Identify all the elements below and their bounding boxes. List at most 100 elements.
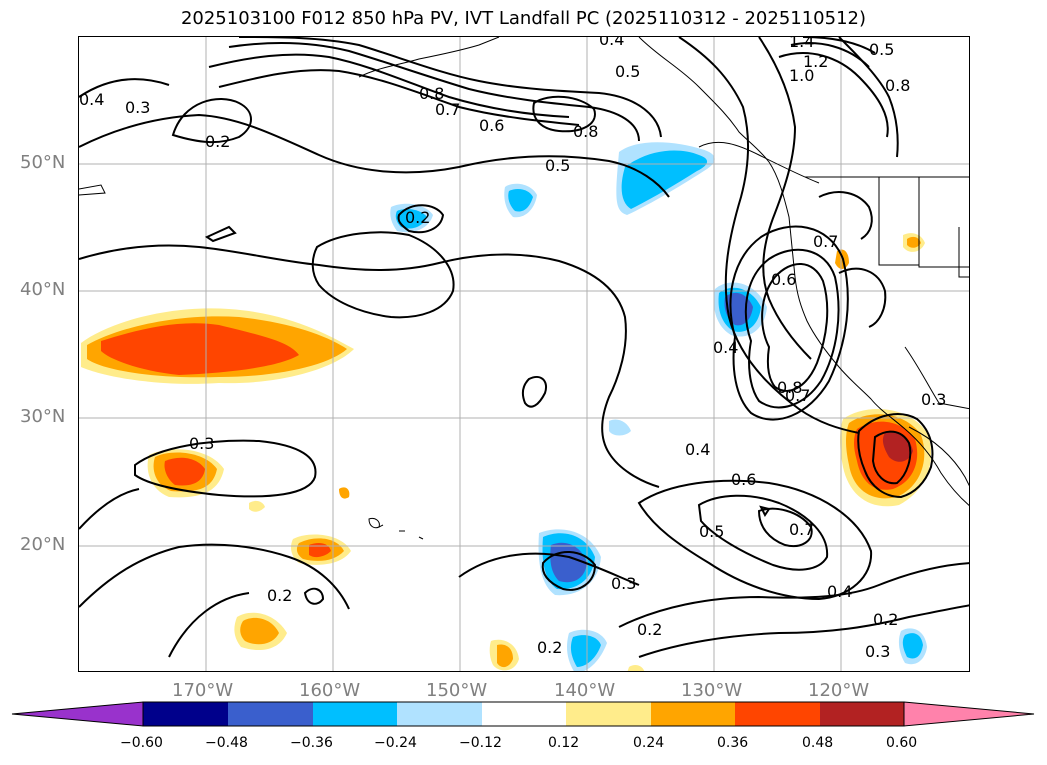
contour-label-k: 0.5 (615, 62, 640, 81)
coast-aleutians (358, 37, 500, 78)
shade-north-b-mid (395, 209, 427, 229)
contour-0-3-baja (857, 413, 934, 499)
contour-0-3-south (458, 552, 640, 586)
coast-kamchatka-tip (79, 184, 106, 196)
colorbar-tick-5: −0.12 (459, 735, 502, 751)
border-us-mexico (904, 346, 969, 410)
contour-0-7-trough (744, 248, 840, 409)
colorbar-swatch-1 (143, 702, 228, 726)
lat-label-50n: 50°N (20, 152, 66, 173)
colorbar-tick-10: 0.60 (886, 735, 918, 751)
colorbar-tick-6: 0.12 (548, 735, 580, 751)
contour-label-l: 1.4 (789, 37, 814, 51)
contour-0-2-small (397, 204, 445, 234)
contour-label-w: 0.3 (189, 434, 214, 453)
shade-gulf-alaska-mid (621, 150, 708, 209)
contour-label-g: 0.5 (545, 156, 570, 175)
shade-south-f-mid (570, 635, 601, 667)
shade-west-hawaii-core (164, 457, 205, 486)
contour-label-ag: 0.2 (537, 638, 562, 657)
contour-label-b: 0.3 (125, 98, 150, 117)
colorbar-tick-2: −0.48 (205, 735, 248, 751)
contour-0-3-west (134, 439, 317, 498)
colorbar-tick-1: −0.60 (120, 735, 163, 751)
colorbar-tick-9: 0.48 (802, 735, 834, 751)
contour-0-2-south-arc (168, 592, 250, 658)
shade-speck-a (249, 500, 265, 512)
contour-label-f: 0.6 (479, 116, 504, 135)
contour-small-closed-d (759, 505, 771, 517)
map-panel[interactable]: 0.4 0.3 0.2 0.8 0.7 0.6 0.5 0.8 0.2 0.4 … (78, 36, 970, 672)
contour-0-6-south-low (697, 494, 829, 571)
colorbar-swatch-9 (820, 702, 904, 726)
lon-label-130w: 130°W (681, 680, 743, 701)
colorbar-tick-8: 0.36 (717, 735, 749, 751)
contour-label-t: 0.8 (777, 378, 802, 397)
contour-0-7-aleutian (208, 53, 570, 118)
shaded-field (81, 142, 932, 671)
shade-southeast-mid (902, 633, 923, 659)
contour-0-2-southwest (79, 543, 350, 610)
coast-baja-east (908, 426, 969, 487)
contour-label-layer: 0.4 0.3 0.2 0.8 0.7 0.6 0.5 0.8 0.2 0.4 … (79, 37, 946, 661)
lon-label-160w: 160°W (299, 680, 361, 701)
contour-label-e: 0.7 (435, 100, 460, 119)
shade-hawaii-core (309, 543, 331, 558)
contour-0-3-baja-inner (871, 430, 912, 485)
contour-0-4-northwest (79, 78, 170, 98)
contour-label-i: 0.2 (405, 208, 430, 227)
contour-1-4-northeast (802, 37, 876, 54)
contour-label-a: 0.4 (79, 90, 104, 109)
colorbar-frame (142, 701, 905, 727)
border-state-b (878, 177, 919, 266)
contour-label-r: 0.6 (771, 270, 796, 289)
contour-0-6-aleutian (228, 41, 640, 142)
colorbar-swatch-8 (735, 702, 820, 726)
coast-bc (698, 141, 820, 184)
contour-1-2-northeast (790, 42, 870, 68)
contour-label-q: 0.7 (813, 232, 838, 251)
contour-label-d: 0.8 (419, 84, 444, 103)
contour-label-j: 0.4 (599, 37, 624, 49)
lat-label-40n: 40°N (20, 279, 66, 300)
border-state-c (958, 227, 969, 278)
contour-0-4-south (618, 562, 969, 628)
contour-label-ab: 0.4 (827, 582, 852, 601)
contour-0-7-south-low (757, 507, 813, 547)
contour-label-u: 0.7 (785, 386, 810, 405)
shade-speck-c (609, 419, 631, 436)
border-state-a (918, 177, 969, 268)
lat-label-30n: 30°N (20, 406, 66, 427)
map-title: 2025103100 F012 850 hPa PV, IVT Landfall… (180, 8, 867, 29)
contour-label-ae: 0.2 (637, 620, 662, 639)
colorbar-swatch-7 (651, 702, 735, 726)
coast-kauai (368, 518, 380, 529)
contour-0-5-south-low (637, 479, 873, 601)
lon-label-120w: 120°W (808, 680, 870, 701)
colorbar-extend-low (11, 701, 144, 727)
contour-0-8-trough (761, 263, 829, 392)
contour-small-closed-b (521, 375, 547, 408)
contour-label-s: 0.4 (713, 338, 738, 357)
contour-0-5-aleutian (238, 37, 662, 138)
contour-0-2-northwest (171, 98, 252, 144)
lon-label-140w: 140°W (554, 680, 616, 701)
shade-speck-b (339, 487, 350, 499)
coast-west-north-america (638, 37, 969, 506)
contour-label-m: 1.2 (803, 52, 828, 71)
colorbar-swatch-5 (482, 702, 566, 726)
contour-0-5-coastal (758, 37, 812, 360)
contour-0-4-coastal (678, 37, 860, 434)
contour-0-3-closed (541, 550, 597, 591)
contour-small-closed-c (303, 587, 325, 605)
shade-south-c-mid (497, 644, 513, 668)
contour-label-v: 0.3 (921, 390, 946, 409)
contour-label-af: 0.3 (865, 642, 890, 661)
contour-label-z: 0.5 (699, 522, 724, 541)
contour-0-2-loop (311, 231, 455, 319)
contour-label-p: 0.5 (869, 40, 894, 59)
lon-label-150w: 150°W (426, 680, 488, 701)
contour-label-o: 0.8 (885, 76, 910, 95)
coast-hawaiian-islands (378, 524, 424, 540)
contour-label-y: 0.6 (731, 470, 756, 489)
